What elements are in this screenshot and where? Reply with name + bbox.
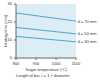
svg-text:800: 800: [13, 61, 20, 66]
svg-text:d = 30 mm: d = 30 mm: [78, 39, 93, 44]
svg-text:10: 10: [8, 37, 13, 42]
svg-text:Heating time (min): Heating time (min): [8, 14, 9, 47]
svg-text:0: 0: [10, 55, 13, 60]
svg-text:20: 20: [8, 19, 13, 24]
svg-text:30: 30: [8, 1, 13, 6]
svg-text:900: 900: [33, 61, 40, 66]
svg-text:Target temperature (°C): Target temperature (°C): [25, 67, 68, 72]
html-text:Length of bar, t = 1 × diamete: Length of bar, t = 1 × diameter: [16, 73, 70, 78]
svg-text:1000: 1000: [52, 61, 62, 66]
svg-text:d = 70 mm: d = 70 mm: [78, 19, 93, 24]
svg-text:d = 50 mm: d = 50 mm: [78, 31, 93, 36]
svg-text:1100: 1100: [72, 61, 81, 66]
